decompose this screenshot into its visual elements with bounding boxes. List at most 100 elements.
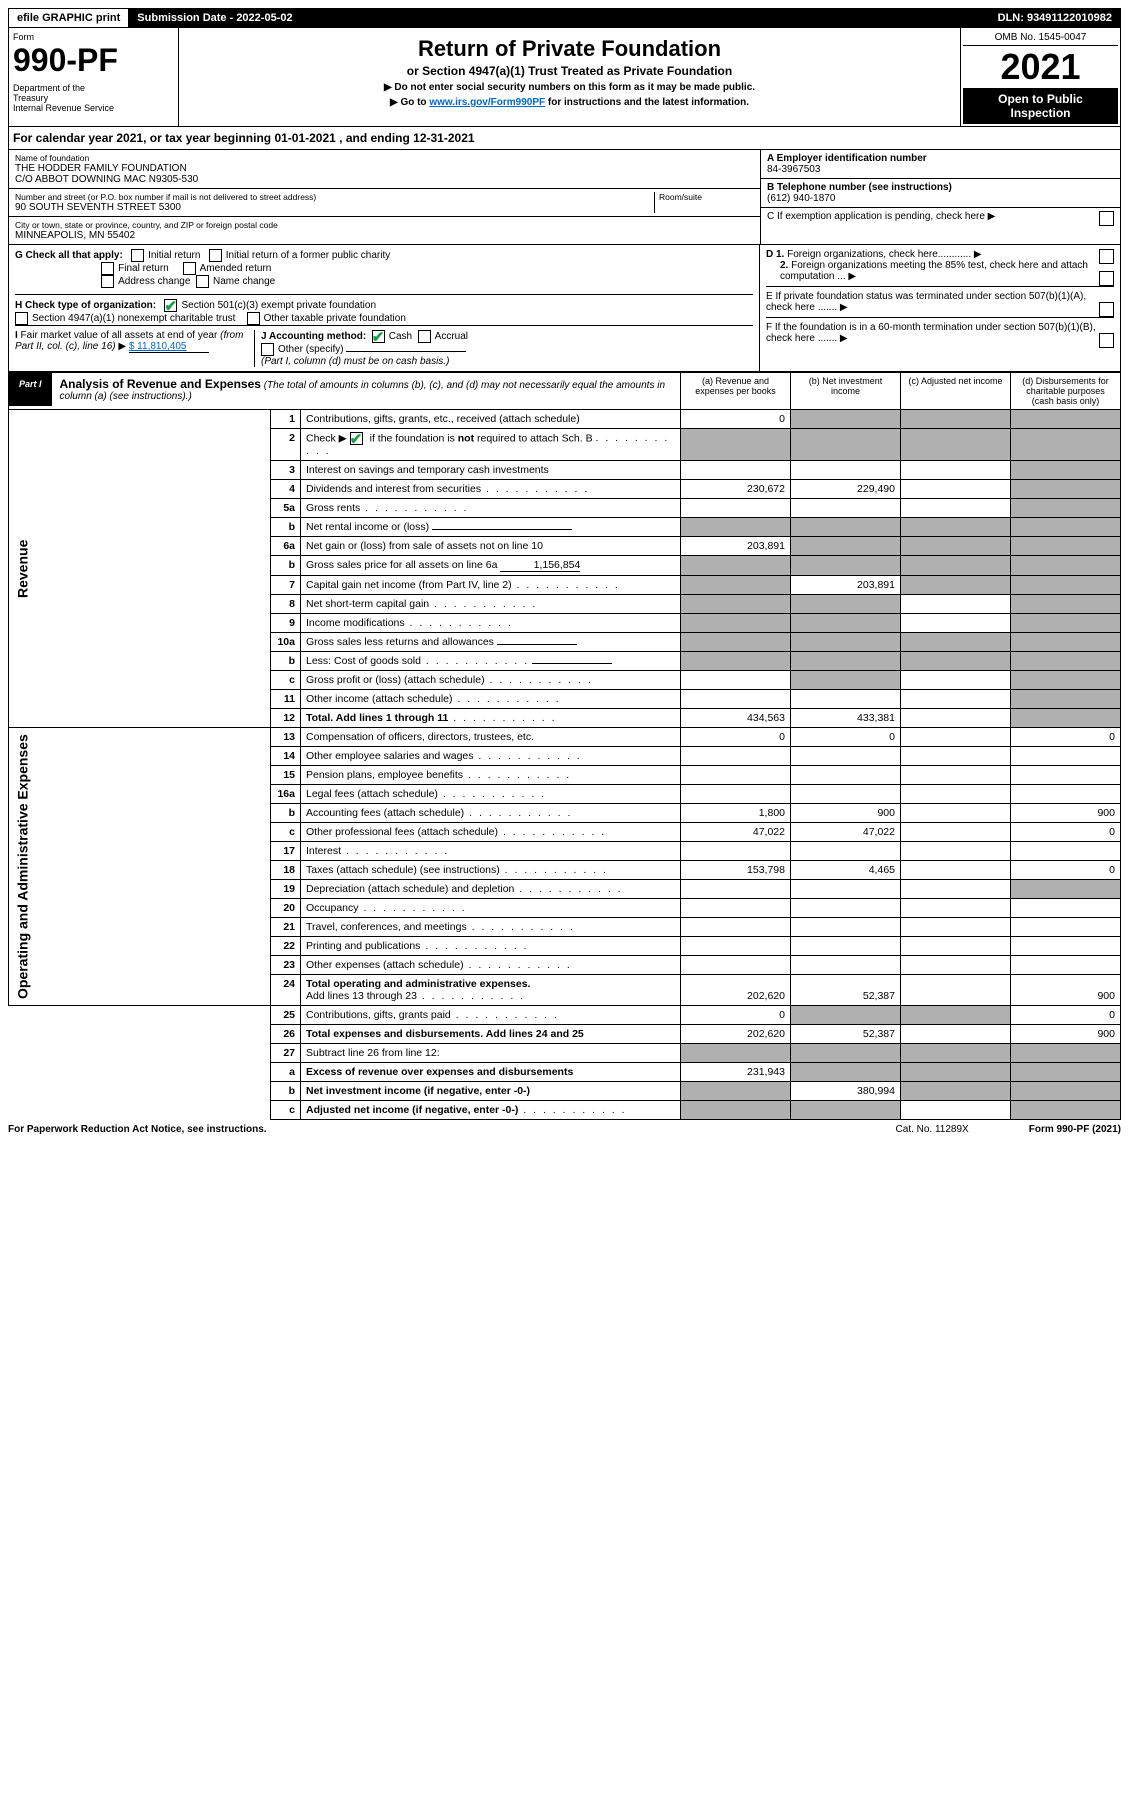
row-num: c <box>271 671 301 690</box>
e-checkbox[interactable] <box>1099 302 1114 317</box>
g-amended-checkbox[interactable] <box>183 262 196 275</box>
g-address-checkbox[interactable] <box>101 275 114 288</box>
row-num: c <box>271 1101 301 1120</box>
address-value: 90 SOUTH SEVENTH STREET 5300 <box>15 202 654 213</box>
g-opt-5: Name change <box>213 276 275 287</box>
table-row: bNet investment income (if negative, ent… <box>9 1082 1121 1101</box>
table-row: aExcess of revenue over expenses and dis… <box>9 1063 1121 1082</box>
instr-2-pre: ▶ Go to <box>390 97 429 108</box>
cell-a: 202,620 <box>681 975 791 1006</box>
h-row: H Check type of organization: Section 50… <box>15 294 753 325</box>
row-num: 18 <box>271 861 301 880</box>
cell-a: 202,620 <box>681 1025 791 1044</box>
revenue-label: Revenue <box>9 410 271 728</box>
omb-number: OMB No. 1545-0047 <box>963 30 1118 46</box>
row-num: 1 <box>271 410 301 429</box>
g-name-checkbox[interactable] <box>196 275 209 288</box>
g-final-checkbox[interactable] <box>101 262 114 275</box>
f-checkbox[interactable] <box>1099 333 1114 348</box>
row-desc: Total. Add lines 1 through 11 <box>306 712 448 724</box>
row-desc: Travel, conferences, and meetings <box>306 921 467 933</box>
ein-value: 84-3967503 <box>767 164 1114 175</box>
g-opt-4: Address change <box>118 276 190 287</box>
instr-2-post: for instructions and the latest informat… <box>545 97 749 108</box>
submission-date: Submission Date - 2022-05-02 <box>129 9 301 27</box>
c-checkbox[interactable] <box>1099 211 1114 226</box>
ein-label: A Employer identification number <box>767 153 1114 164</box>
row-desc: Contributions, gifts, grants, etc., rece… <box>301 410 681 429</box>
table-row: 25 Contributions, gifts, grants paid 0 0 <box>9 1006 1121 1025</box>
row-num: 13 <box>271 728 301 747</box>
instr-1: ▶ Do not enter social security numbers o… <box>185 82 954 93</box>
name-cell: Name of foundation THE HODDER FAMILY FOU… <box>9 150 760 189</box>
cell-a: 434,563 <box>681 709 791 728</box>
g-initial-checkbox[interactable] <box>131 249 144 262</box>
row-desc: Other employee salaries and wages <box>306 750 474 762</box>
row-desc: Income modifications <box>306 617 405 629</box>
j-accrual-checkbox[interactable] <box>418 330 431 343</box>
cell-a: 230,672 <box>681 480 791 499</box>
cell-b: 203,891 <box>791 576 901 595</box>
cell-a: 0 <box>681 410 791 429</box>
cell-a: 203,891 <box>681 537 791 556</box>
g-row: G Check all that apply: Initial return I… <box>15 249 753 288</box>
address-cell: Number and street (or P.O. box number if… <box>9 189 760 217</box>
ij-row: I Fair market value of all assets at end… <box>15 325 753 367</box>
row-num: b <box>271 1082 301 1101</box>
g-label: G Check all that apply: <box>15 250 123 261</box>
row-num: 16a <box>271 785 301 804</box>
cell-d: 0 <box>1011 728 1121 747</box>
expenses-label: Operating and Administrative Expenses <box>9 728 271 1006</box>
col-a-header: (a) Revenue and expenses per books <box>681 373 791 410</box>
row-desc: Accounting fees (attach schedule) <box>306 807 464 819</box>
h-other-checkbox[interactable] <box>247 312 260 325</box>
row-desc: Total expenses and disbursements. Add li… <box>306 1028 584 1040</box>
dln: DLN: 93491122010982 <box>990 9 1120 27</box>
cell-d: 0 <box>1011 1006 1121 1025</box>
row-num: 22 <box>271 937 301 956</box>
tax-year: 2021 <box>963 46 1118 88</box>
row-num: b <box>271 804 301 823</box>
row-desc: Other income (attach schedule) <box>306 693 453 705</box>
d1-checkbox[interactable] <box>1099 249 1114 264</box>
j-other-checkbox[interactable] <box>261 343 274 356</box>
d2-row: 2. Foreign organizations meeting the 85%… <box>766 260 1114 282</box>
row-desc: Other expenses (attach schedule) <box>306 959 464 971</box>
ein-cell: A Employer identification number 84-3967… <box>761 150 1120 179</box>
part1-title-text: Analysis of Revenue and Expenses <box>60 377 261 391</box>
row-num: 11 <box>271 690 301 709</box>
h-opt-3: Other taxable private foundation <box>264 313 406 324</box>
efile-label[interactable]: efile GRAPHIC print <box>9 9 129 27</box>
row-desc: Depreciation (attach schedule) and deple… <box>306 883 514 895</box>
cell-b: 900 <box>791 804 901 823</box>
cell-a: 0 <box>681 1006 791 1025</box>
i-value[interactable]: $ 11,810,405 <box>129 341 209 353</box>
j-cash-checkbox[interactable] <box>372 330 385 343</box>
j-cash: Cash <box>389 331 412 342</box>
row-num: 25 <box>271 1006 301 1025</box>
cell-b: 380,994 <box>791 1082 901 1101</box>
row-num: 24 <box>271 975 301 1006</box>
row-num: 4 <box>271 480 301 499</box>
h-501c3-checkbox[interactable] <box>164 299 177 312</box>
g-initial-former-checkbox[interactable] <box>209 249 222 262</box>
row-desc: Excess of revenue over expenses and disb… <box>306 1066 573 1078</box>
row-desc: Interest <box>306 845 341 857</box>
row-num: 20 <box>271 899 301 918</box>
city-cell: City or town, state or province, country… <box>9 217 760 244</box>
j-other: Other (specify) <box>278 344 344 355</box>
sch-b-checkbox[interactable] <box>350 432 363 445</box>
d2-checkbox[interactable] <box>1099 271 1114 286</box>
calendar-year-line: For calendar year 2021, or tax year begi… <box>8 127 1121 150</box>
city-value: MINNEAPOLIS, MN 55402 <box>15 230 754 241</box>
footer-left: For Paperwork Reduction Act Notice, see … <box>8 1124 267 1135</box>
irs-link[interactable]: www.irs.gov/Form990PF <box>429 97 545 108</box>
table-row: cAdjusted net income (if negative, enter… <box>9 1101 1121 1120</box>
row-desc: Contributions, gifts, grants paid <box>306 1009 451 1021</box>
f-label: F If the foundation is in a 60-month ter… <box>766 322 1096 344</box>
row-desc: Gross sales less returns and allowances <box>306 636 494 648</box>
city-label: City or town, state or province, country… <box>15 220 754 230</box>
row-desc: Dividends and interest from securities <box>306 483 481 495</box>
h-4947-checkbox[interactable] <box>15 312 28 325</box>
c-label: C If exemption application is pending, c… <box>767 211 985 222</box>
